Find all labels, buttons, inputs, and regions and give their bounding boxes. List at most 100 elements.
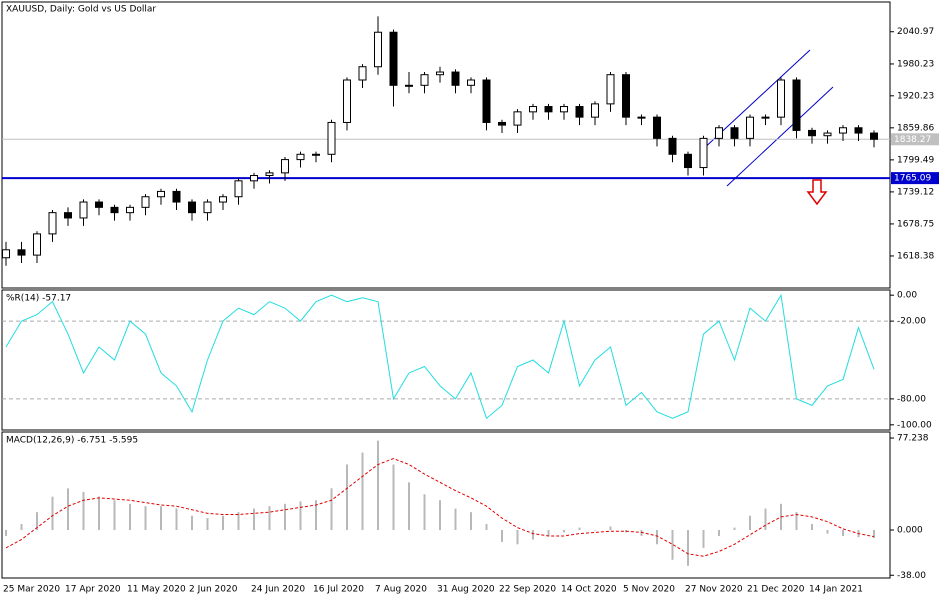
wpr-line [5,293,875,420]
macd-bar [516,530,519,545]
macd-bar [811,524,813,531]
macd-bar [392,464,395,531]
candle-body [250,175,258,182]
down-arrow [806,179,828,206]
macd-bar [764,508,767,531]
y-tick-label: -80.00 [897,394,926,404]
macd-bar [20,524,23,531]
macd-bar [222,515,224,531]
candle-body [2,249,10,259]
macd-bar [129,503,131,531]
macd-bar [842,530,844,536]
macd-bar [656,530,658,545]
macd-bar [470,512,472,531]
macd-bar [532,530,534,540]
macd-panel [1,431,891,579]
macd-bar [733,527,736,531]
y-tick-label: 0.000 [897,526,923,536]
macd-bar [284,503,286,531]
candle-body [560,106,568,113]
candle-body [839,127,847,134]
x-tick-label: 31 Aug 2020 [437,585,495,595]
macd-bar [873,530,875,539]
macd-bar [175,508,178,531]
x-tick-label: 5 Nov 2020 [623,585,675,595]
candle-body [668,137,677,155]
candle-body [188,201,196,214]
macd-bar [594,530,596,531]
y-tick-label: -100.00 [897,420,932,430]
y-tick-label: 1980.23 [897,59,934,69]
candle-body [482,79,491,123]
candle-body [699,137,708,169]
candle-body [219,196,227,203]
macd-bar [563,530,565,533]
macd-bar [423,494,426,531]
candle-body [777,79,785,118]
candle-body [808,129,816,137]
candle-body [95,201,103,208]
candle-body [358,66,367,81]
y-tick-label: 1739.12 [897,187,934,197]
candle-body [374,31,382,68]
panel-title: %R(14) -57.17 [6,294,71,304]
macd-bar [671,530,674,560]
y-tick-label: 1859.86 [897,123,934,133]
candle-body [126,206,134,214]
macd-bar [206,518,209,531]
x-tick-label: 24 Jun 2020 [251,585,305,595]
candle-body [33,233,41,256]
macd-bar [36,512,38,531]
macd-bar [299,501,302,531]
x-tick-label: 11 May 2020 [127,585,186,595]
y-tick-label: 1678.75 [897,219,934,229]
macd-bar [640,530,643,536]
level-label: 1765.09 [894,174,931,184]
macd-bar [268,506,271,531]
macd-bar [609,526,612,531]
macd-bar [160,506,162,531]
macd-bar [82,491,85,531]
x-tick-label: 14 Jan 2021 [809,585,863,595]
macd-bar [330,488,333,531]
y-tick-label: 1920.23 [897,91,934,101]
macd-bar [702,530,705,548]
candle-body [343,79,351,123]
candle-body [575,106,584,118]
macd-bar [315,500,317,531]
y-tick-label: -20.00 [897,317,926,327]
candle-body [606,74,615,105]
candle-body [684,153,692,169]
candle-body [715,127,723,139]
candle-body [529,106,537,113]
candle-body [730,127,739,139]
x-tick-label: 2 Jun 2020 [189,585,238,595]
macd-bar [98,496,100,531]
candle-body [265,172,274,177]
candle-body [79,201,88,219]
candle-body [157,190,165,198]
level-label: 1838.27 [894,135,931,145]
candle-body [637,116,646,119]
macd-bar [578,527,581,531]
y-tick-label: -38.00 [897,571,926,581]
signal-line [5,458,875,557]
x-tick-label: 14 Oct 2020 [561,585,617,595]
candle-body [234,180,243,198]
candle-body [172,190,181,203]
candle-body [622,74,630,118]
panel-title: MACD(12,26,9) -6.751 -5.595 [6,436,138,446]
candle-body [870,132,878,140]
macd-bar [439,500,441,531]
chart-title: XAUUSD, Daily: Gold vs US Dollar [6,5,156,15]
channel-line [726,86,834,187]
candle-body [203,201,212,214]
macd-bar [253,508,255,531]
macd-bar [5,530,7,536]
level-label-box [891,133,939,146]
macd-bar [51,496,54,531]
macd-bar [237,512,240,531]
candle-body [141,196,150,208]
candle-body [761,116,770,119]
wpr-panel [1,289,891,431]
